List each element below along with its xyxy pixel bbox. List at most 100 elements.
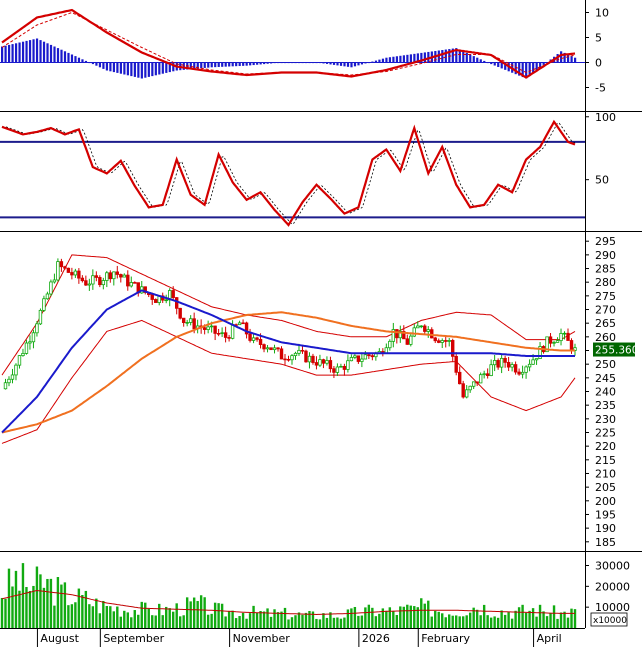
macd-histogram-bar — [574, 57, 577, 63]
x-tick-label: August — [40, 632, 79, 645]
volume-bar — [105, 606, 109, 628]
macd-histogram-bar — [563, 52, 566, 63]
candle-body — [304, 350, 308, 363]
volume-bar — [336, 617, 339, 628]
macd-histogram-bar — [311, 62, 315, 64]
volume-bar — [199, 595, 203, 628]
macd-histogram-bar — [126, 62, 129, 76]
price-y-tick-label: 220 — [595, 440, 616, 453]
macd-histogram-bar — [147, 62, 150, 77]
volume-bar — [482, 604, 486, 628]
candle-body — [552, 341, 556, 344]
volume-bar — [172, 611, 175, 628]
volume-bar — [178, 616, 182, 628]
macd-histogram-bar — [294, 62, 297, 64]
candle-body — [335, 366, 340, 373]
macd-histogram-bar — [525, 62, 528, 79]
macd-histogram-bar — [392, 56, 395, 63]
candle-body — [293, 352, 298, 357]
macd-histogram-bar — [476, 57, 479, 63]
candle-body — [325, 360, 329, 364]
volume-bar — [185, 597, 189, 628]
macd-histogram-bar — [182, 62, 185, 70]
macd-histogram-bar — [56, 48, 60, 63]
volume-bar — [437, 611, 440, 628]
macd-histogram-bar — [158, 62, 161, 75]
volume-bar — [112, 611, 116, 628]
volume-bar — [102, 600, 105, 628]
volume-bar — [46, 578, 49, 628]
stochastic-panel — [0, 119, 585, 227]
macd-histogram-bar — [360, 62, 364, 65]
candle-body — [164, 299, 168, 302]
macd-histogram-bar — [133, 62, 136, 77]
macd-histogram-bar — [14, 43, 18, 63]
macd-line — [1, 8, 576, 79]
candle-body — [192, 318, 196, 330]
macd-histogram-bar — [378, 59, 381, 63]
candle-body — [433, 337, 437, 342]
macd-histogram-bar — [367, 62, 371, 64]
volume-unit-box — [590, 612, 628, 627]
volume-bar — [234, 618, 238, 628]
macd-histogram-bar — [70, 54, 74, 63]
candle-body — [28, 341, 32, 344]
volume-bar — [130, 617, 133, 628]
volume-bar — [280, 611, 283, 628]
volume-bar — [273, 609, 276, 628]
candle-body — [458, 371, 462, 385]
macd-histogram-bar — [381, 58, 385, 63]
candle-body — [391, 329, 396, 342]
volume-bar — [507, 612, 510, 628]
volume-bar — [350, 608, 353, 628]
candle-body — [569, 340, 574, 351]
candle-body — [559, 333, 563, 342]
volume-bar — [144, 602, 147, 628]
candle-body — [63, 266, 67, 269]
macd-histogram-bar — [112, 62, 116, 73]
volume-bar — [374, 616, 378, 628]
volume-bar — [53, 605, 56, 628]
candle-body — [454, 355, 458, 373]
candle-body — [318, 359, 322, 366]
volume-bar — [465, 615, 468, 628]
volume-bar — [346, 609, 350, 628]
macd-histogram-bar — [483, 60, 486, 63]
macd-histogram-bar — [189, 62, 192, 70]
macd-histogram-bar — [77, 57, 81, 63]
volume-bar — [81, 594, 84, 628]
macd-histogram-bar — [343, 62, 346, 67]
candle-body — [255, 337, 259, 340]
volume-bar — [154, 615, 157, 628]
price-y-tick-label: 205 — [595, 481, 616, 494]
moving-average-slow — [1, 311, 575, 434]
candle-body — [105, 272, 109, 281]
volume-bar — [475, 609, 479, 628]
volume-bar — [63, 582, 67, 628]
macd-histogram-bar — [532, 62, 535, 74]
macd-histogram-bar — [21, 41, 25, 63]
macd-histogram-bar — [437, 50, 440, 63]
volume-bar — [545, 616, 549, 628]
candle-body — [307, 355, 312, 363]
macd-histogram-bar — [200, 62, 203, 69]
volume-bar — [252, 605, 255, 628]
candle-body — [31, 332, 36, 343]
candle-body — [129, 282, 133, 287]
volume-bar — [360, 615, 364, 628]
volume-bar — [123, 610, 126, 628]
macd-histogram-bar — [329, 62, 332, 65]
volume-bar — [18, 590, 21, 628]
volume-bar — [133, 610, 136, 628]
volume-bar — [413, 606, 416, 628]
macd-histogram-bar — [332, 62, 336, 65]
volume-bar — [378, 613, 381, 628]
volume-bar — [434, 610, 437, 628]
candle-body — [24, 342, 29, 354]
volume-bar — [385, 610, 388, 628]
candle-body — [21, 353, 25, 357]
candle-body — [244, 322, 249, 335]
volume-bar — [109, 606, 112, 628]
